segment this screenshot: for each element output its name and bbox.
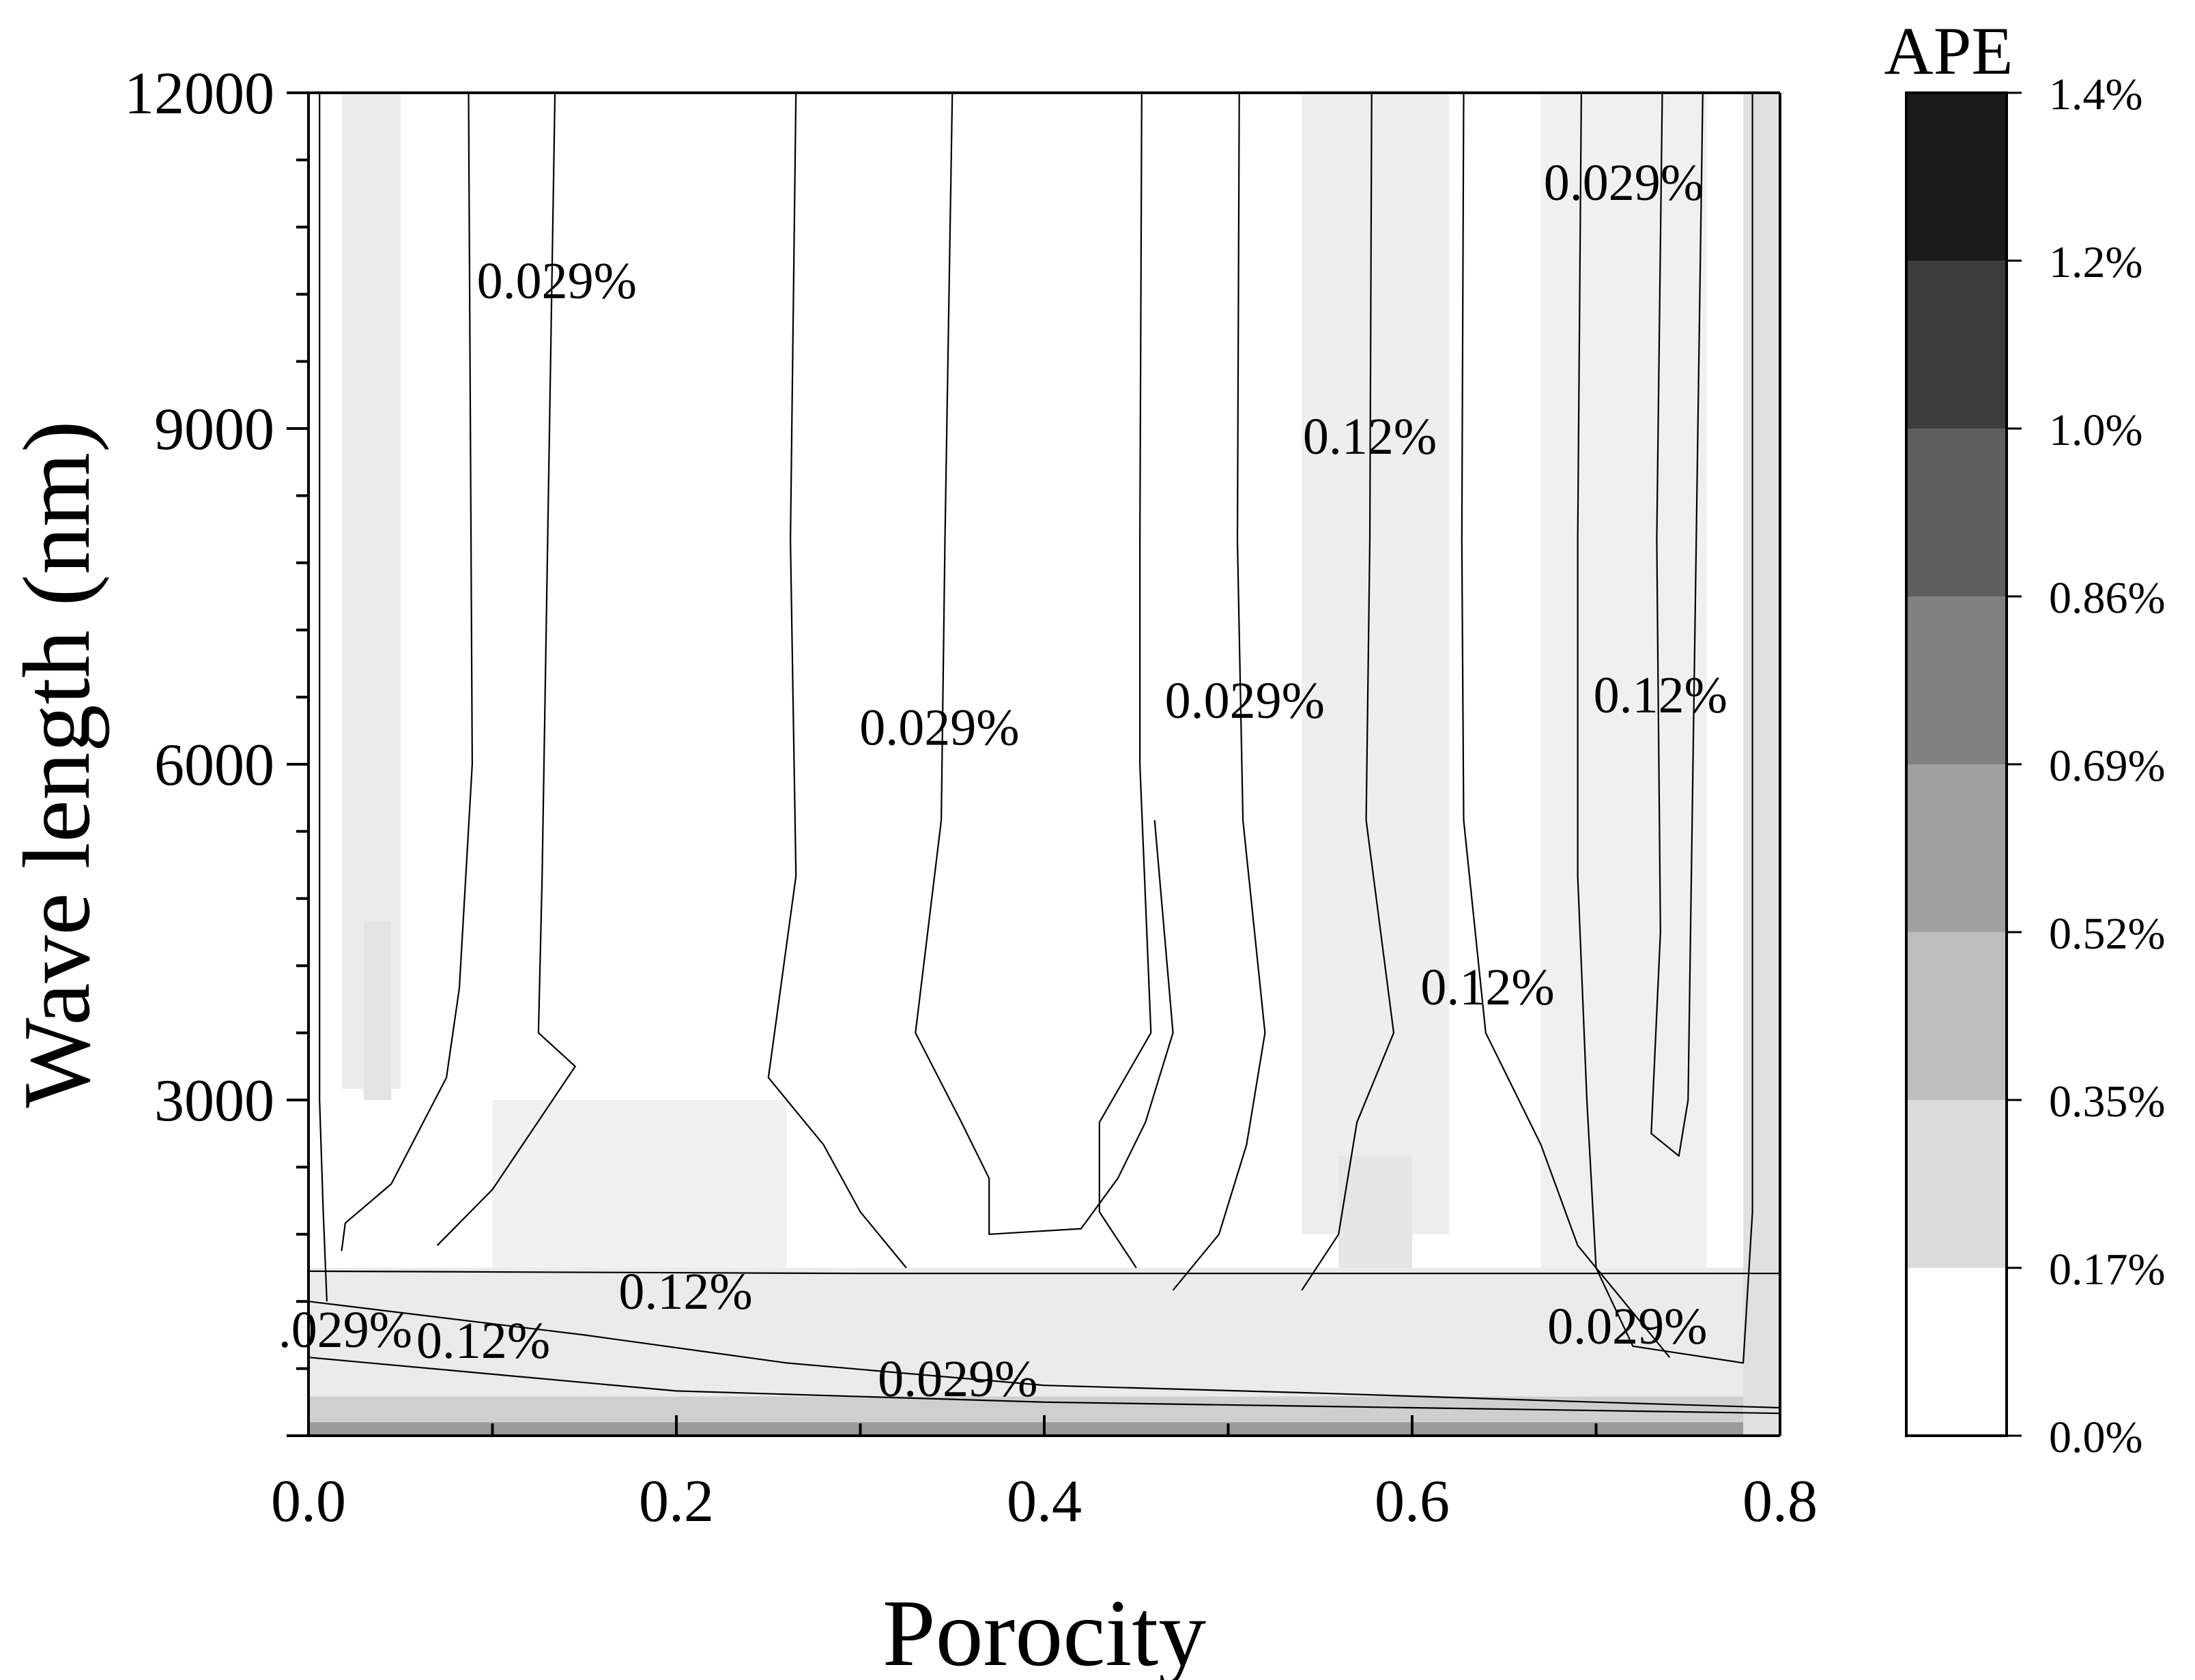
y-tick-label: 6000 xyxy=(154,732,274,798)
contour-lines xyxy=(309,93,1780,1415)
contour-label-11: 0.029% xyxy=(1547,1298,1707,1355)
x-tick-label: 0.0 xyxy=(271,1468,346,1535)
colorbar-band-2 xyxy=(1906,932,2007,1100)
contour-line-9 xyxy=(1577,93,1753,1364)
y-axis-ticks: 3000 6000 9000 12000 xyxy=(124,61,309,1437)
colorbar-tick-label: 0.17% xyxy=(2049,1245,2165,1294)
contour-label-8: .029% xyxy=(278,1301,412,1359)
contour-line-1 xyxy=(341,93,474,1251)
contour-line-2 xyxy=(436,93,576,1246)
colorbar-tick-label: 0.52% xyxy=(2049,909,2165,959)
x-tick-label: 0.4 xyxy=(1007,1468,1082,1535)
colorbar-band-3 xyxy=(1906,764,2007,932)
y-tick-label: 12000 xyxy=(124,61,274,127)
colorbar-band-6 xyxy=(1906,261,2007,429)
shaded-region-1 xyxy=(363,921,392,1100)
colorbar-tick-label: 0.0% xyxy=(2049,1413,2142,1462)
x-tick-label: 0.2 xyxy=(639,1468,714,1535)
shaded-region-4 xyxy=(1540,93,1707,1324)
contour-line-8 xyxy=(1461,93,1671,1358)
contour-line-12 xyxy=(309,1301,1780,1409)
contour-line-13 xyxy=(309,1357,1780,1415)
contour-label-10: 0.029% xyxy=(878,1350,1037,1408)
colorbar-tick-label: 0.35% xyxy=(2049,1077,2165,1127)
shaded-region-9 xyxy=(1743,93,1780,1436)
x-tick-label: 0.8 xyxy=(1742,1468,1818,1535)
x-axis-ticks: 0.0 0.2 0.4 0.6 0.8 xyxy=(271,1415,1818,1535)
contour-line-5 xyxy=(1098,93,1152,1269)
contour-label-9: 0.12% xyxy=(416,1312,550,1370)
colorbar-band-7 xyxy=(1906,93,2007,261)
colorbar-tick-label: 0.86% xyxy=(2049,573,2165,623)
contour-line-4 xyxy=(915,93,1174,1235)
shaded-regions xyxy=(309,93,1780,1436)
contour-line-7 xyxy=(1301,93,1395,1291)
x-axis-title: Porocity xyxy=(883,1580,1206,1680)
colorbar-tick-label: 1.0% xyxy=(2049,405,2142,455)
contour-label-7: 0.12% xyxy=(618,1263,752,1320)
y-tick-label: 9000 xyxy=(154,396,274,463)
contour-line-0 xyxy=(319,93,328,1302)
contour-label-5: 0.12% xyxy=(1594,667,1727,724)
contour-labels: 0.029% 0.029% 0.12% 0.029% 0.029% 0.12% 0.12% 0… xyxy=(278,154,1727,1408)
contour-line-3 xyxy=(767,93,907,1269)
contour-label-2: 0.12% xyxy=(1303,408,1437,465)
colorbar-band-0 xyxy=(1906,1268,2007,1436)
contour-label-4: 0.029% xyxy=(1165,672,1325,729)
colorbar-band-5 xyxy=(1906,429,2007,596)
colorbar-title: APE xyxy=(1884,13,2013,89)
colorbar-band-1 xyxy=(1906,1100,2007,1268)
contour-label-6: 0.12% xyxy=(1420,959,1554,1016)
colorbar-tick-label: 0.69% xyxy=(2049,741,2165,791)
contour-label-1: 0.029% xyxy=(1544,154,1704,212)
colorbar: 0.0% 0.17% 0.35% 0.52% 0.69% 0.86% 1.0% 1.2% 1.4… xyxy=(1905,70,2165,1462)
x-tick-label: 0.6 xyxy=(1375,1468,1450,1535)
contour-line-11 xyxy=(309,1270,1780,1275)
shaded-region-2 xyxy=(1302,93,1449,1234)
colorbar-band-4 xyxy=(1906,596,2007,764)
y-axis-title: Wave length (nm) xyxy=(4,420,110,1107)
contour-line-10 xyxy=(1650,93,1704,1157)
contour-label-3: 0.029% xyxy=(859,699,1019,757)
shaded-region-6 xyxy=(309,1268,1780,1408)
contour-line-6 xyxy=(1172,93,1266,1291)
y-tick-label: 3000 xyxy=(154,1068,274,1134)
colorbar-tick-label: 1.2% xyxy=(2049,237,2142,287)
contour-label-0: 0.029% xyxy=(477,252,637,310)
colorbar-tick-label: 1.4% xyxy=(2049,70,2142,119)
